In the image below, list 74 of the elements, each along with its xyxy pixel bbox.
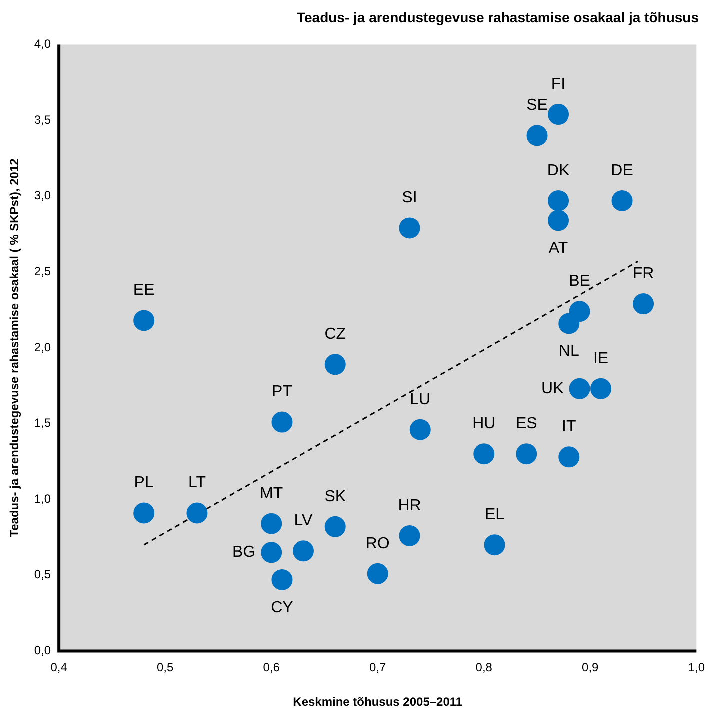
point: [261, 513, 282, 534]
y-axis-title: Teadus- ja arendustegevuse rahastamise osakaal ( % SKPst), 2012: [8, 158, 22, 538]
point: [526, 125, 548, 146]
x-axis-title: Keskmine tõhusus 2005–2011: [293, 695, 463, 710]
x-tick-label: 0,9: [582, 660, 600, 675]
point: [292, 540, 314, 562]
x-tick-label: 0,4: [50, 660, 68, 675]
data-label: SE: [526, 97, 548, 114]
data-label: EL: [484, 506, 505, 524]
data-label: NL: [558, 343, 580, 360]
point: [548, 190, 570, 212]
point: [569, 378, 590, 400]
data-label: CY: [271, 599, 294, 616]
point: [272, 412, 293, 433]
data-label: PT: [272, 384, 293, 401]
data-label: ES: [516, 416, 538, 433]
y-tick-label: 1,0: [34, 492, 52, 506]
data-label: BG: [232, 544, 256, 562]
data-label: DE: [611, 162, 634, 180]
y-tick-label: 0,0: [34, 644, 52, 658]
data-label: FR: [632, 265, 654, 282]
data-label: HR: [398, 497, 422, 514]
data-label: DK: [547, 162, 570, 180]
y-tick-label: 1,5: [34, 416, 52, 430]
point: [410, 419, 431, 440]
x-tick-label: 0,8: [476, 660, 493, 675]
point: [633, 294, 654, 315]
data-label: CZ: [324, 326, 346, 344]
y-tick-label: 3,0: [34, 188, 52, 203]
point: [186, 502, 208, 524]
point: [558, 446, 580, 468]
y-tick-label: 2,5: [34, 264, 52, 279]
data-label: EE: [133, 282, 155, 300]
point: [324, 516, 346, 538]
point: [548, 210, 570, 232]
point: [548, 104, 570, 126]
y-tick-label: 4,0: [34, 37, 52, 52]
point: [612, 190, 633, 212]
y-tick-label: 3,5: [34, 112, 52, 127]
x-tick-label: 1,0: [688, 660, 706, 675]
y-tick-label: 0,5: [34, 568, 52, 582]
point: [367, 563, 388, 584]
y-tick-label: 2,0: [34, 340, 52, 354]
point: [590, 378, 612, 400]
point: [484, 534, 506, 556]
chart-title: Teadus- ja arendustegevuse rahastamise osakaal ja tõhusus: [296, 9, 700, 26]
point: [134, 502, 155, 524]
x-tick-label: 0,6: [263, 660, 280, 675]
point: [516, 444, 538, 465]
x-tick-label: 0,7: [370, 660, 387, 675]
point: [558, 313, 580, 334]
point: [324, 354, 346, 376]
data-label: LV: [294, 512, 313, 530]
data-label: HU: [472, 416, 496, 433]
point: [474, 444, 495, 465]
data-label: PL: [134, 474, 154, 492]
x-tick-label: 0,5: [157, 660, 174, 675]
data-label: UK: [542, 380, 564, 398]
data-label: SK: [324, 488, 346, 506]
point: [134, 310, 155, 332]
data-label: IT: [562, 418, 576, 436]
data-label: AT: [548, 240, 568, 258]
data-label: SI: [402, 190, 418, 207]
data-label: LU: [410, 391, 431, 408]
point: [399, 218, 420, 239]
data-label: LT: [188, 474, 206, 492]
data-label: IE: [593, 350, 609, 368]
data-label: RO: [366, 535, 390, 552]
point: [399, 525, 420, 546]
data-label: FI: [551, 76, 566, 93]
data-label: MT: [260, 485, 284, 502]
data-label: BE: [569, 273, 590, 290]
point: [272, 569, 293, 590]
point: [261, 542, 282, 564]
